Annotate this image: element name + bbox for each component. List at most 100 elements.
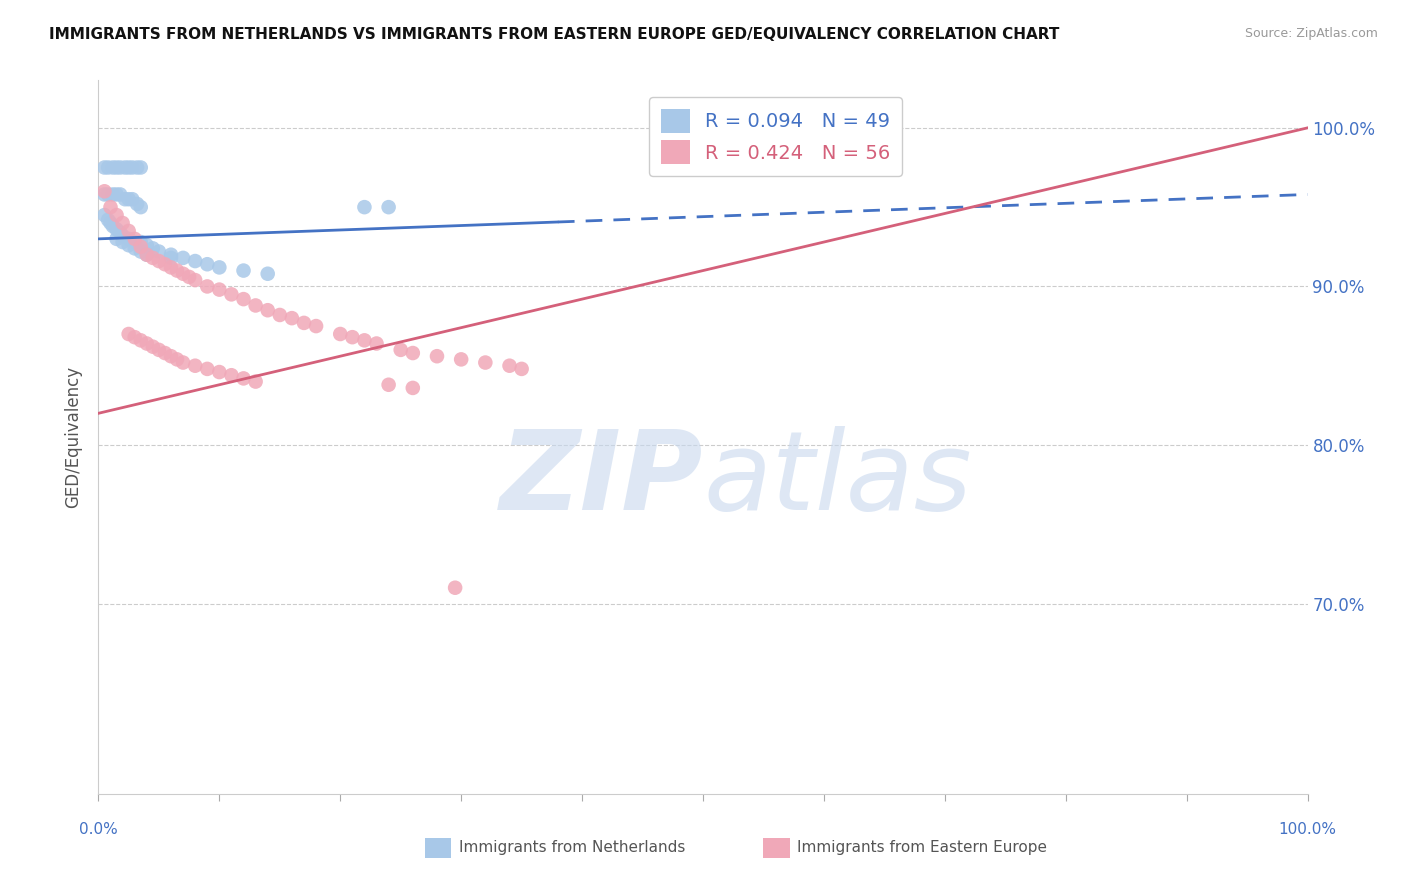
Point — [184, 359, 207, 373]
Point — [281, 311, 304, 326]
Point — [342, 330, 364, 344]
Point — [142, 241, 165, 255]
Point — [208, 365, 231, 379]
Point — [195, 279, 218, 293]
Point — [160, 260, 183, 275]
Point — [142, 251, 165, 265]
Point — [353, 334, 375, 348]
Point — [97, 187, 120, 202]
Point — [129, 235, 152, 249]
Point — [148, 343, 170, 357]
Point — [124, 235, 146, 249]
Point — [305, 319, 328, 334]
Point — [474, 355, 496, 369]
Point — [402, 381, 425, 395]
Point — [108, 226, 131, 240]
Point — [118, 326, 141, 341]
Point — [377, 200, 399, 214]
Point — [129, 240, 152, 254]
Point — [97, 161, 120, 175]
Text: IMMIGRANTS FROM NETHERLANDS VS IMMIGRANTS FROM EASTERN EUROPE GED/EQUIVALENCY CO: IMMIGRANTS FROM NETHERLANDS VS IMMIGRANT… — [49, 27, 1060, 42]
Point — [402, 346, 425, 360]
Point — [245, 298, 267, 312]
Point — [100, 200, 122, 214]
Point — [142, 340, 165, 354]
Point — [124, 241, 146, 255]
Point — [127, 161, 149, 175]
Point — [114, 192, 136, 206]
Point — [114, 161, 136, 175]
Point — [101, 187, 124, 202]
Point — [121, 161, 143, 175]
Point — [93, 187, 115, 202]
Point — [93, 208, 115, 222]
Point — [118, 161, 141, 175]
Point — [118, 192, 141, 206]
Point — [135, 238, 157, 252]
Text: 0.0%: 0.0% — [79, 822, 118, 838]
Point — [444, 581, 467, 595]
Point — [179, 269, 201, 284]
Point — [105, 187, 128, 202]
Point — [232, 371, 254, 385]
Point — [111, 228, 134, 243]
Bar — [425, 838, 451, 858]
Point — [166, 263, 188, 277]
Point — [269, 308, 291, 322]
Point — [160, 251, 183, 265]
Point — [184, 254, 207, 268]
Text: atlas: atlas — [703, 426, 972, 533]
Point — [118, 238, 141, 252]
Point — [426, 349, 449, 363]
Point — [129, 334, 152, 348]
Point — [221, 368, 243, 383]
Point — [93, 184, 115, 198]
Point — [118, 224, 141, 238]
Point — [111, 235, 134, 249]
Point — [510, 362, 533, 376]
Point — [195, 257, 218, 271]
Point — [498, 359, 520, 373]
Point — [100, 216, 122, 230]
Point — [105, 232, 128, 246]
Text: Source: ZipAtlas.com: Source: ZipAtlas.com — [1244, 27, 1378, 40]
Point — [256, 267, 278, 281]
Point — [135, 248, 157, 262]
Point — [129, 161, 152, 175]
Point — [129, 244, 152, 259]
Point — [256, 303, 278, 318]
Point — [105, 161, 128, 175]
Point — [329, 326, 352, 341]
Point — [232, 292, 254, 306]
Point — [108, 161, 131, 175]
Point — [450, 352, 472, 367]
Point — [184, 273, 207, 287]
Point — [153, 346, 176, 360]
Point — [195, 362, 218, 376]
Point — [292, 316, 315, 330]
Point — [208, 283, 231, 297]
Point — [389, 343, 412, 357]
Point — [124, 232, 146, 246]
Point — [166, 352, 188, 367]
Point — [160, 248, 183, 262]
Point — [135, 248, 157, 262]
Point — [232, 263, 254, 277]
Point — [118, 232, 141, 246]
Point — [124, 330, 146, 344]
Point — [135, 336, 157, 351]
Legend: R = 0.094   N = 49, R = 0.424   N = 56: R = 0.094 N = 49, R = 0.424 N = 56 — [650, 97, 903, 176]
Point — [366, 336, 388, 351]
Point — [101, 161, 124, 175]
Point — [172, 355, 194, 369]
Point — [127, 197, 149, 211]
Point — [108, 187, 131, 202]
Point — [148, 254, 170, 268]
Point — [129, 200, 152, 214]
Point — [121, 192, 143, 206]
Point — [221, 287, 243, 301]
Point — [172, 251, 194, 265]
Point — [153, 257, 176, 271]
Point — [148, 244, 170, 259]
Point — [93, 161, 115, 175]
